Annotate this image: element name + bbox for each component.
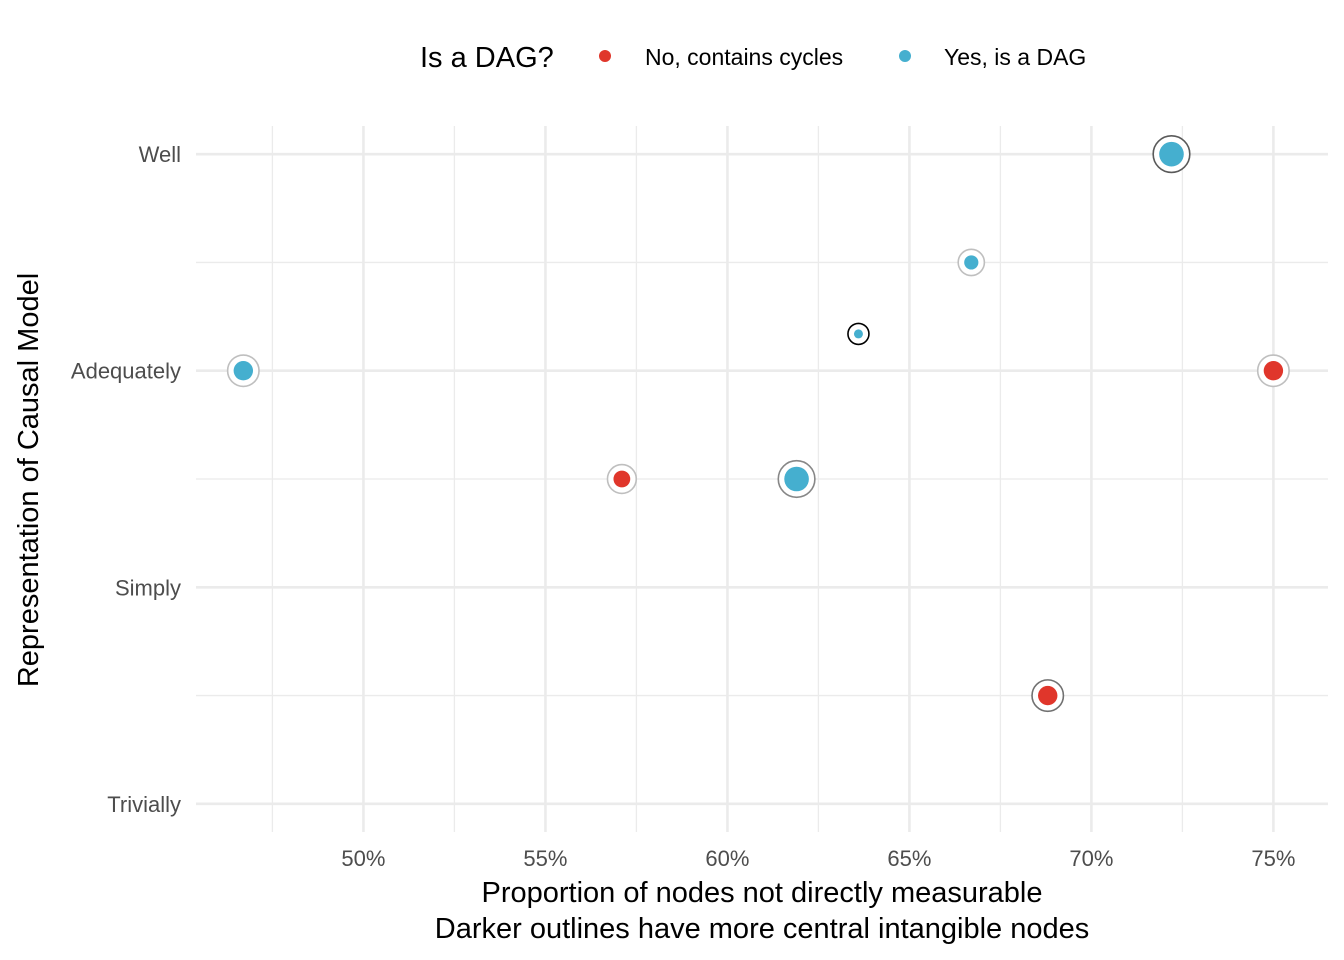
data-point	[1256, 354, 1290, 388]
y-axis-title: Representation of Causal Model	[13, 273, 45, 687]
x-tick-label: 60%	[705, 846, 749, 871]
data-points	[226, 135, 1290, 713]
data-point	[606, 463, 638, 495]
y-tick-label: Adequately	[71, 359, 181, 384]
x-tick-label: 75%	[1251, 846, 1295, 871]
point-marker	[233, 361, 254, 381]
legend-key-is-dag	[899, 50, 911, 62]
data-point	[957, 248, 986, 277]
x-tick-labels: 50% 55% 60% 65% 70% 75%	[341, 846, 1295, 871]
data-point	[1031, 679, 1065, 713]
x-tick-label: 50%	[341, 846, 385, 871]
x-tick-label: 55%	[523, 846, 567, 871]
point-marker	[1159, 141, 1184, 167]
x-axis-caption: Darker outlines have more central intang…	[435, 913, 1089, 945]
point-marker	[1263, 361, 1284, 381]
legend-label-no-cycles: No, contains cycles	[645, 44, 843, 70]
grid	[196, 126, 1328, 832]
y-tick-label: Trivially	[107, 792, 181, 817]
legend-key-no-cycles	[599, 50, 611, 62]
point-marker	[964, 255, 979, 270]
x-axis-title: Proportion of nodes not directly measura…	[482, 877, 1043, 909]
legend: Is a DAG? No, contains cycles Yes, is a …	[420, 42, 1086, 74]
point-marker	[1038, 685, 1058, 706]
y-tick-label: Well	[139, 142, 181, 167]
y-tick-label: Simply	[115, 575, 181, 600]
data-point	[1152, 135, 1191, 174]
data-point	[226, 354, 260, 388]
x-tick-label: 70%	[1069, 846, 1113, 871]
point-marker	[613, 470, 631, 488]
point-marker	[853, 329, 863, 339]
data-point	[847, 322, 870, 346]
point-marker	[784, 466, 809, 492]
data-point	[777, 459, 816, 499]
x-tick-label: 65%	[887, 846, 931, 871]
legend-label-is-dag: Yes, is a DAG	[944, 44, 1086, 70]
legend-title: Is a DAG?	[420, 42, 554, 74]
y-tick-labels: Trivially Simply Adequately Well	[71, 142, 181, 817]
